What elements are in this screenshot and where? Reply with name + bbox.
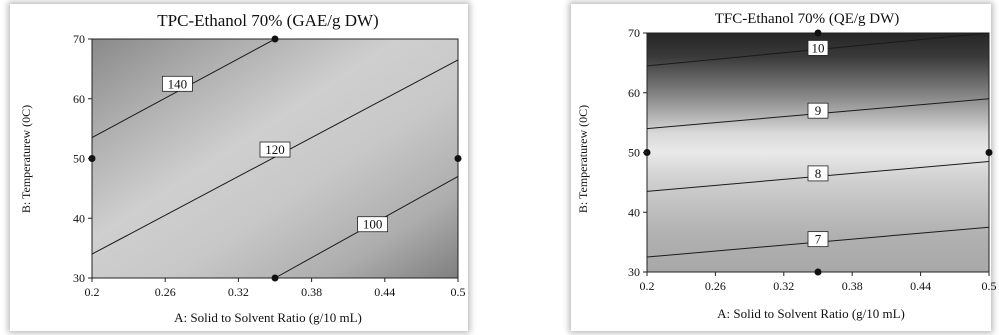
contour-label-9: 9 [807,102,829,119]
contour-label-100: 100 [357,216,389,233]
x-tick-label: 0.38 [842,279,863,293]
design-point [985,149,993,156]
design-point [814,29,822,37]
y-tick-label: 60 [73,92,85,106]
chart-title: TPC-Ethanol 70% (GAE/g DW) [157,11,378,30]
x-tick-label: 0.32 [228,285,249,299]
x-tick-label: 0.5 [982,279,997,293]
design-point [814,268,822,276]
contour-label-10: 10 [807,40,829,56]
svg-text:100: 100 [363,217,383,232]
svg-text:8: 8 [815,166,822,181]
svg-text:120: 120 [265,142,285,157]
contour-label-7: 7 [807,231,829,248]
y-tick-label: 30 [628,265,640,279]
y-tick-label: 70 [73,32,85,46]
x-tick-label: 0.26 [705,279,726,293]
contour-label-120: 120 [259,141,291,158]
plot-area [91,38,459,279]
y-tick-label: 50 [628,146,640,160]
design-point [271,274,279,282]
y-tick-label: 70 [628,26,640,40]
x-tick-label: 0.2 [640,279,655,293]
svg-text:10: 10 [812,40,825,55]
x-tick-label: 0.44 [374,285,395,299]
contour-label-140: 140 [161,75,193,92]
x-tick-label: 0.5 [451,285,466,299]
y-tick-label: 60 [628,86,640,100]
y-tick-label: 30 [73,271,85,285]
tfc-contour-panel: 10 9 8 7 0.2 0.26 0.32 0.38 0.44 0.5 30 40 50 60 70 TFC… [571,4,997,331]
y-tick-label: 50 [73,152,85,166]
design-point [454,155,462,162]
chart-title: TFC-Ethanol 70% (QE/g DW) [715,11,900,27]
x-tick-label: 0.26 [155,285,176,299]
tfc-contour-chart: 10 9 8 7 0.2 0.26 0.32 0.38 0.44 0.5 30 40 50 60 70 TFC… [576,11,997,321]
y-axis-label: B: Temperaturew (0C) [576,105,590,213]
x-tick-label: 0.2 [85,285,100,299]
x-tick-label: 0.44 [910,279,931,293]
svg-text:140: 140 [168,76,188,91]
contour-label-8: 8 [807,165,829,182]
design-point [271,35,279,43]
tpc-contour-chart: 140 120 100 0.2 0.26 0.32 0.38 0.44 0.5 30 40 50 60 7… [19,11,466,325]
y-tick-label: 40 [628,205,640,219]
x-axis-label: A: Solid to Solvent Ratio (g/10 mL) [174,310,362,325]
x-axis-label: A: Solid to Solvent Ratio (g/10 mL) [717,306,905,321]
svg-text:9: 9 [815,103,822,118]
x-tick-label: 0.38 [301,285,322,299]
svg-text:7: 7 [815,232,822,247]
x-tick-label: 0.32 [773,279,794,293]
y-axis-label: B: Temperaturew (0C) [19,105,33,213]
y-tick-label: 40 [73,211,85,225]
tpc-contour-panel: 140 120 100 0.2 0.26 0.32 0.38 0.44 0.5 30 40 50 60 7… [10,4,468,331]
